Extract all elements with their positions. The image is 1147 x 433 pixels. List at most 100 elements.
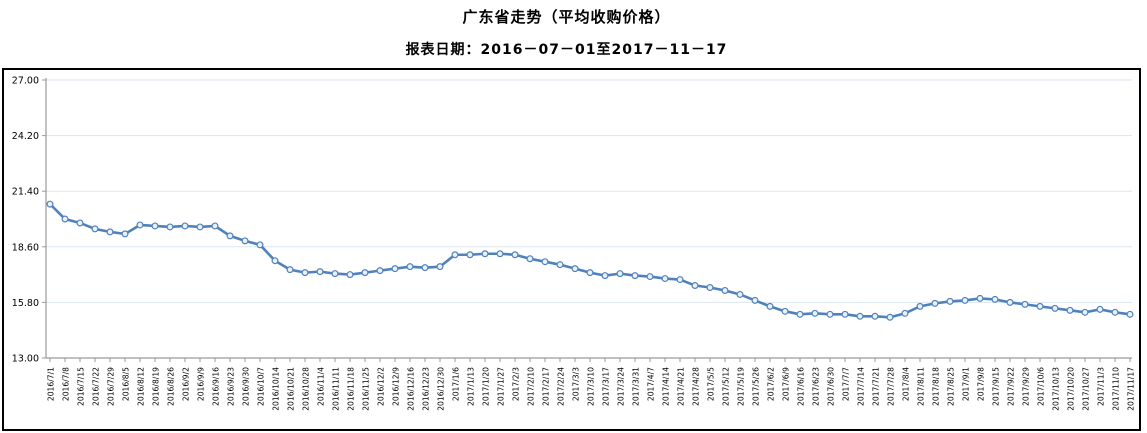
x-axis-label: 2017/8/4 [902,367,911,401]
x-axis-label: 2017/11/17 [1127,367,1136,411]
data-point-marker [496,250,504,258]
x-axis-label: 2016/11/25 [362,367,371,411]
data-point-marker [541,258,549,266]
data-point-marker [151,222,159,230]
data-point-marker [46,200,54,208]
x-axis-label: 2017/5/26 [752,367,761,406]
x-axis-label: 2017/10/20 [1067,367,1076,411]
data-point-marker [376,267,384,275]
data-point-marker [406,263,414,271]
data-point-marker [1021,300,1029,308]
x-axis-label: 2017/10/13 [1052,367,1061,411]
chart-subtitle: 报表日期：2016－07－01至2017－11－17 [405,42,728,58]
data-point-marker [181,222,189,230]
data-point-marker [961,296,969,304]
x-axis-label: 2017/3/10 [587,367,596,406]
data-point-marker [1036,302,1044,310]
data-point-marker [286,266,294,274]
data-point-marker [511,251,519,259]
data-point-marker [76,219,84,227]
x-axis-label: 2016/8/12 [137,367,146,406]
x-axis-label: 2017/3/24 [617,367,626,406]
x-axis-label: 2016/9/2 [182,367,191,401]
y-axis-label: 24.20 [12,131,39,142]
data-point-marker [676,276,684,284]
y-axis-label: 21.40 [12,187,39,198]
data-point-marker [721,286,729,294]
data-point-marker [706,284,714,292]
data-point-marker [1006,298,1014,306]
data-point-marker [766,302,774,310]
x-axis-label: 2017/5/12 [722,367,731,406]
data-point-marker [1081,308,1089,316]
x-axis-label: 2017/9/15 [992,367,1001,406]
data-point-marker [931,299,939,307]
x-axis-label: 2016/10/21 [287,367,296,411]
x-axis-label: 2016/8/19 [152,367,161,406]
x-axis-label: 2017/4/28 [692,367,701,406]
data-point-marker [886,313,894,321]
price-trend-line-chart: 27.00 24.20 21.40 18.60 15.80 13.00 2016/7/1 20… [12,76,1136,411]
data-point-marker [811,309,819,317]
x-axis-label: 2017/7/21 [872,367,881,406]
x-axis-label: 2017/11/10 [1112,367,1121,411]
x-axis-label: 2017/1/20 [482,367,491,406]
x-axis-label: 2016/12/9 [392,367,401,406]
data-point-marker [586,269,594,277]
x-axis-label: 2017/9/22 [1007,367,1016,406]
data-point-marker [241,237,249,245]
data-point-marker [601,272,609,280]
x-axis-label: 2016/11/4 [317,367,326,406]
data-point-marker [196,223,204,231]
data-point-marker [226,232,234,240]
x-axis-label: 2017/6/16 [797,367,806,406]
x-axis-label: 2017/8/11 [917,367,926,406]
x-axis-label: 2017/6/9 [782,367,791,401]
data-point-marker [346,271,354,279]
data-point-marker [481,250,489,258]
x-axis-label: 2016/8/5 [122,367,131,401]
x-axis-label: 2017/3/17 [602,367,611,406]
data-point-marker [1126,310,1134,318]
x-axis-label: 2016/9/30 [242,367,251,406]
data-point-marker [211,222,219,230]
data-point-marker [391,265,399,273]
data-point-marker [316,268,324,276]
data-point-marker [136,221,144,229]
x-axis-label: 2016/7/29 [107,367,116,406]
data-point-marker [646,273,654,281]
x-axis-label: 2017/9/1 [962,367,971,401]
chart-frame: 27.00 24.20 21.40 18.60 15.80 13.00 2016/7/1 20… [2,68,1141,431]
x-axis-label: 2016/7/1 [47,367,56,401]
data-point-marker [331,270,339,278]
x-axis-label: 2017/8/18 [932,367,941,406]
y-axis-label: 15.80 [12,298,39,309]
data-point-marker [946,297,954,305]
x-axis-label: 2017/1/6 [452,367,461,401]
data-point-marker [901,309,909,317]
x-axis-label: 2017/2/17 [542,367,551,406]
data-point-marker [421,264,429,272]
x-axis-label: 2017/6/23 [812,367,821,406]
data-point-marker [556,261,564,269]
data-point-marker [301,269,309,277]
x-axis-label: 2016/12/30 [437,367,446,411]
data-point-marker [856,312,864,320]
data-point-marker [631,272,639,280]
data-point-marker [976,294,984,302]
data-point-marker [361,269,369,277]
x-axis-label: 2017/7/7 [842,367,851,401]
x-axis-label: 2016/7/8 [62,367,71,401]
data-point-marker [991,295,999,303]
x-axis-label: 2017/4/14 [662,367,671,406]
data-point-marker [751,296,759,304]
x-axis-label: 2017/5/5 [707,367,716,401]
x-axis-label: 2016/12/16 [407,367,416,411]
data-point-marker [106,228,114,236]
data-point-marker [736,290,744,298]
x-axis-label: 2016/11/18 [347,367,356,411]
x-axis-label: 2017/7/28 [887,367,896,406]
x-axis-label: 2016/7/15 [77,367,86,406]
chart-title: 广东省走势（平均收购价格） [462,8,671,26]
